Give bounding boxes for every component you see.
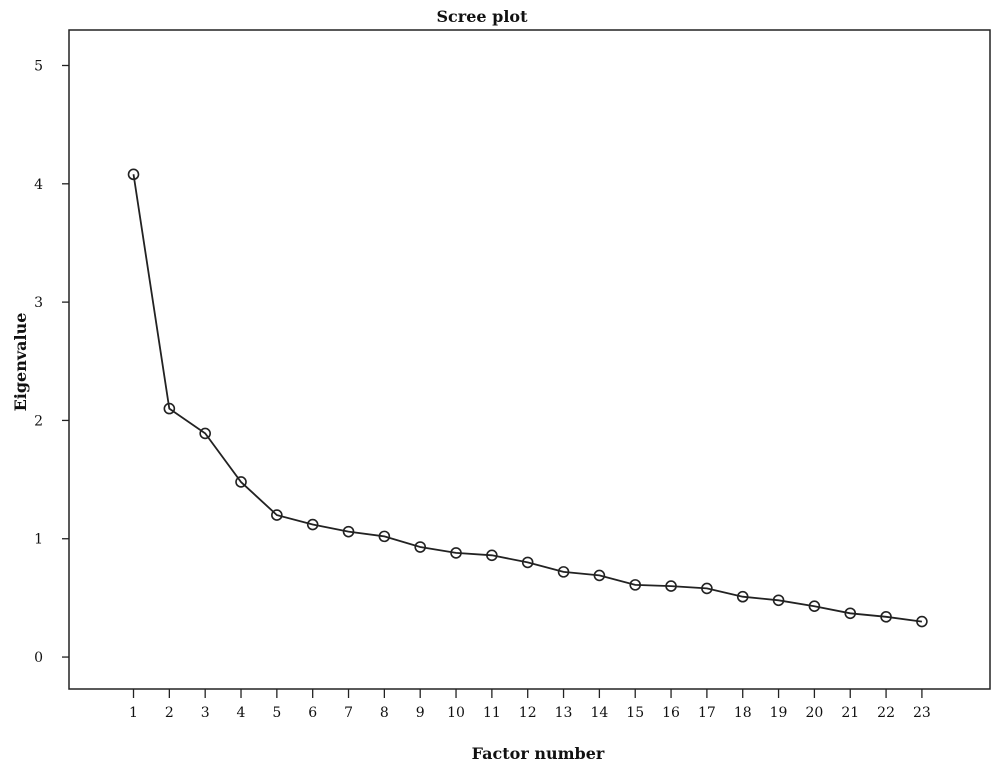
y-tick-label: 2 — [34, 413, 43, 429]
data-point-factor-21 — [844, 607, 857, 620]
data-point-factor-5 — [271, 509, 283, 521]
y-tick-label: 4 — [34, 177, 43, 193]
y-tick-label: 3 — [34, 295, 43, 311]
data-point-factor-23 — [916, 615, 928, 628]
x-tick-label: 1 — [129, 705, 138, 721]
x-tick-label: 2 — [165, 705, 174, 721]
eigenvalue-series-line — [132, 174, 923, 623]
x-axis: 1 2 3 4 5 6 7 8 9 10 11 12 13 14 15 16 17 18 19 20 21 22 23 — [129, 689, 931, 721]
x-tick-label: 21 — [841, 705, 859, 721]
plot-frame — [68, 29, 991, 690]
x-tick-label: 10 — [447, 705, 465, 721]
chart-title: Scree plot — [437, 7, 529, 26]
data-point-factor-12 — [521, 556, 534, 569]
x-tick-label: 17 — [698, 705, 716, 721]
x-tick-label: 19 — [770, 705, 788, 721]
data-point-factor-10 — [450, 547, 462, 559]
y-tick-label: 1 — [34, 532, 43, 548]
x-tick-label: 22 — [877, 705, 895, 721]
data-point-factor-9 — [414, 541, 426, 553]
data-point-factor-19 — [772, 594, 785, 607]
data-point-factor-13 — [557, 566, 570, 578]
data-point-factor-18 — [736, 590, 749, 603]
y-tick-label: 0 — [34, 650, 43, 666]
eigenvalue-points — [127, 168, 928, 628]
data-point-factor-20 — [808, 600, 821, 612]
x-tick-label: 23 — [913, 705, 931, 721]
data-point-factor-11 — [486, 549, 498, 562]
x-tick-label: 20 — [805, 705, 823, 721]
x-tick-label: 6 — [308, 705, 317, 721]
x-tick-label: 12 — [519, 705, 537, 721]
x-tick-label: 15 — [626, 705, 644, 721]
x-tick-label: 8 — [380, 705, 389, 721]
data-point-factor-16 — [665, 580, 677, 592]
data-point-factor-2 — [163, 402, 176, 415]
data-point-factor-3 — [199, 427, 211, 440]
x-tick-label: 11 — [483, 705, 501, 721]
data-point-factor-4 — [235, 476, 247, 488]
x-tick-label: 4 — [237, 705, 246, 721]
data-point-factor-22 — [880, 611, 892, 623]
y-tick-label: 5 — [34, 58, 43, 74]
data-point-factor-14 — [593, 569, 606, 582]
x-tick-label: 13 — [555, 705, 573, 721]
x-axis-label: Factor number — [472, 744, 605, 763]
x-tick-label: 16 — [662, 705, 680, 721]
data-point-factor-7 — [342, 525, 355, 538]
y-axis: 0 1 2 3 4 5 — [34, 58, 69, 666]
data-point-factor-8 — [378, 530, 391, 543]
x-tick-label: 18 — [734, 705, 752, 721]
x-tick-label: 3 — [201, 705, 210, 721]
y-axis-label: Eigenvalue — [11, 313, 30, 412]
data-point-factor-17 — [701, 582, 713, 595]
x-tick-label: 7 — [344, 705, 353, 721]
data-point-factor-6 — [306, 518, 319, 531]
x-tick-label: 14 — [590, 705, 608, 721]
x-tick-label: 5 — [272, 705, 281, 721]
data-point-factor-15 — [629, 579, 642, 591]
data-point-factor-1 — [127, 168, 140, 181]
x-tick-label: 9 — [416, 705, 425, 721]
